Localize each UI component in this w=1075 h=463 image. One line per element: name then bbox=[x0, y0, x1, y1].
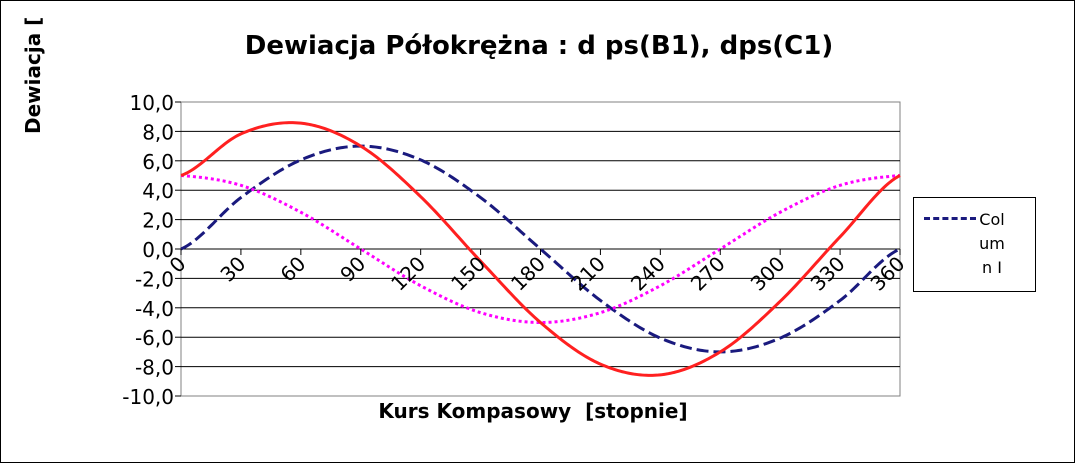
chart-title: Dewiacja Półokrężna : d ps(B1), dps(C1) bbox=[245, 31, 833, 61]
y-tick-label: -8,0 bbox=[135, 356, 174, 380]
y-tick-label: -4,0 bbox=[135, 297, 174, 321]
y-tick-label: 4,0 bbox=[142, 179, 174, 203]
y-axis-label: Dewiacja [ bbox=[21, 17, 45, 134]
legend-swatch-series-1 bbox=[924, 217, 976, 220]
y-tick-label: 0,0 bbox=[142, 238, 174, 262]
legend: Column I bbox=[913, 197, 1036, 292]
y-tick-label: 10,0 bbox=[129, 91, 174, 115]
legend-label-series-1: Column I bbox=[979, 210, 1005, 277]
series-line-3 bbox=[180, 121, 901, 377]
y-tick-label: 2,0 bbox=[142, 209, 174, 233]
y-tick-label: 6,0 bbox=[142, 150, 174, 174]
y-tick-label: -6,0 bbox=[135, 326, 174, 350]
series-line-2 bbox=[180, 174, 901, 325]
y-tick-label: -2,0 bbox=[135, 267, 174, 291]
y-tick-label: 8,0 bbox=[142, 120, 174, 144]
x-axis-label: Kurs Kompasowy [stopnie] bbox=[378, 399, 687, 423]
series-group bbox=[180, 121, 901, 377]
y-axis-tick-labels: 10,0 8,0 6,0 4,0 2,0 0,0 -2,0 -4,0 -6,0 -8,0 -10,0 bbox=[122, 91, 174, 409]
y-tick-label: -10,0 bbox=[122, 385, 174, 409]
series-line-1 bbox=[180, 144, 901, 354]
